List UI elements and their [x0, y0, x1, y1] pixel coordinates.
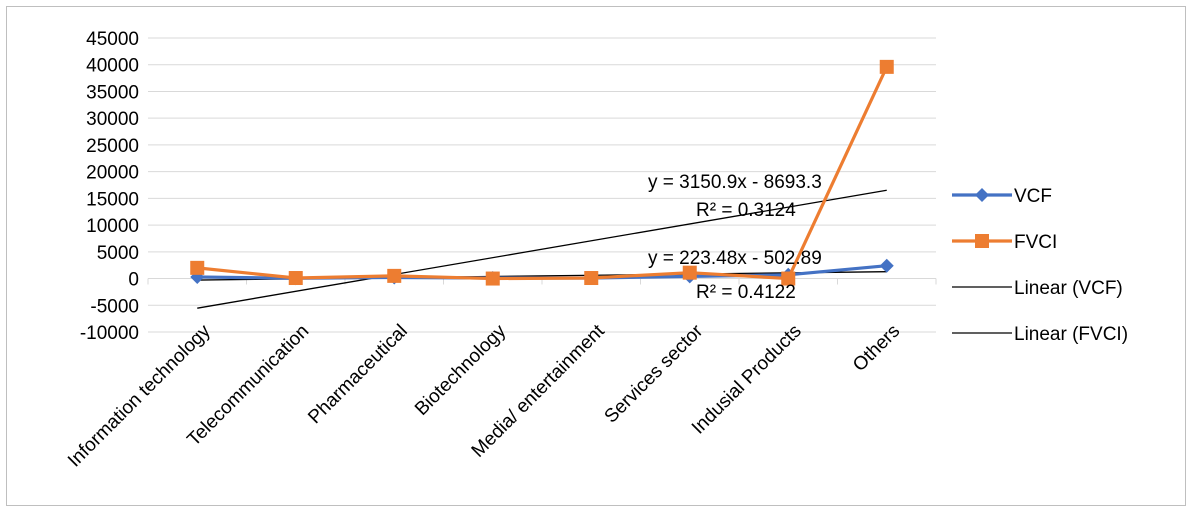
legend-label: Linear (FVCI) [1014, 324, 1128, 345]
series-lines [190, 59, 894, 286]
legend: VCF FVCI Linear (VCF) Linear (FVCI) [952, 186, 1128, 345]
legend-label: Linear (VCF) [1014, 278, 1123, 299]
y-tick-label: 5000 [97, 243, 139, 264]
data-point [879, 258, 894, 273]
y-tick-label: 30000 [86, 109, 139, 130]
x-tick-label: Biotechnology [411, 320, 511, 420]
y-tick-label: 15000 [86, 189, 139, 210]
y-tick-label: 45000 [86, 29, 139, 50]
series-line [197, 66, 889, 281]
trendline-equation: y = 3150.9x - 8693.3 [648, 172, 822, 193]
data-point [682, 265, 697, 280]
data-point [879, 59, 894, 74]
x-axis-ticks: Information technologyTelecommunicationP… [64, 278, 937, 471]
y-tick-label: 25000 [86, 136, 139, 157]
legend-label: FVCI [1014, 232, 1057, 253]
x-tick-label: Services sector [601, 320, 708, 427]
trendline-annotations: y = 223.48x - 502.89 R² = 0.4122 y = 3150.… [648, 172, 822, 303]
trendline-r-squared: R² = 0.4122 [696, 282, 796, 303]
data-point [387, 268, 402, 283]
x-tick-label: Indusial Products [688, 321, 806, 439]
y-axis-ticks: 45000 40000 35000 30000 25000 20000 15000 10000… [80, 29, 139, 344]
trendline [197, 189, 887, 309]
x-tick-label: Pharmaceutical [304, 321, 411, 428]
y-tick-label: 40000 [86, 56, 139, 77]
data-point [584, 271, 599, 286]
trendline-equation: y = 223.48x - 502.89 [648, 248, 822, 269]
y-tick-label: 35000 [86, 82, 139, 103]
y-tick-label: 10000 [86, 216, 139, 237]
legend-marker [975, 188, 989, 202]
data-point [190, 260, 205, 275]
chart-frame [6, 6, 1186, 506]
legend-label: VCF [1014, 186, 1052, 207]
y-tick-label: -10000 [80, 323, 139, 344]
y-tick-label: -5000 [90, 296, 139, 317]
legend-marker [975, 234, 989, 248]
data-point [781, 271, 796, 286]
y-tick-label: 0 [128, 270, 139, 291]
trendline-r-squared: R² = 0.3124 [696, 200, 796, 221]
x-tick-label: Others [849, 321, 904, 376]
data-point [288, 271, 303, 286]
y-tick-label: 20000 [86, 163, 139, 184]
data-point [485, 271, 500, 286]
